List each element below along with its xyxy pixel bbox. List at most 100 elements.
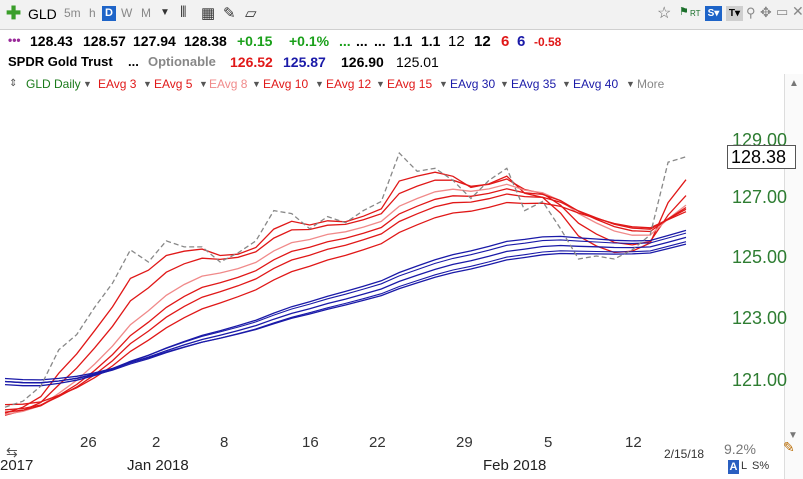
ema-12-line xyxy=(4,193,687,411)
legend-dropdown-icon[interactable]: ▼ xyxy=(315,79,324,89)
close-value: 128.38 xyxy=(184,33,227,49)
value-3: 12 xyxy=(448,33,465,50)
legend-eavg-40[interactable]: EAvg 40 xyxy=(573,77,619,91)
cursor-date: 2/15/18 xyxy=(664,447,705,461)
timeframe-d[interactable]: D xyxy=(102,6,116,21)
legend-dropdown-icon[interactable]: ▼ xyxy=(83,79,92,89)
x-tick-26: 26 xyxy=(80,434,97,451)
low-value: 127.94 xyxy=(133,33,176,49)
timeframe-dropdown-icon[interactable]: ▼ xyxy=(160,7,170,18)
open-value: 128.43 xyxy=(30,33,73,49)
close-icon[interactable]: ✕ xyxy=(792,3,803,19)
scroll-up-icon[interactable]: ▲ xyxy=(789,78,799,89)
timeframe-h[interactable]: h xyxy=(89,6,96,20)
price-scrollbar[interactable]: ▲ ▼ xyxy=(784,74,803,479)
ema-3-line xyxy=(4,171,687,414)
window-icon[interactable]: ▭ xyxy=(776,4,789,19)
value-1: 1.1 xyxy=(393,33,413,49)
grid-icon[interactable]: ▦ xyxy=(201,5,216,22)
value-2: 1.1 xyxy=(421,33,441,49)
change-pct-value: +0.1% xyxy=(289,33,330,49)
zoom-icon[interactable]: ⚲ xyxy=(746,5,756,20)
legend-eavg-12[interactable]: EAvg 12 xyxy=(326,77,372,91)
rt-flag-icon[interactable]: ⚑ xyxy=(679,6,689,18)
ema-extra-38-line xyxy=(4,241,687,384)
x-month-feb-2018: Feb 2018 xyxy=(483,457,547,474)
auto-scale-button[interactable]: A xyxy=(728,460,739,474)
note-icon[interactable]: ▱ xyxy=(245,5,257,22)
legend-eavg-3[interactable]: EAvg 3 xyxy=(98,77,137,91)
info-value-3: 126.90 xyxy=(341,54,384,70)
legend-dropdown-icon[interactable]: ▼ xyxy=(626,79,635,89)
y-tick-123: 123.00 xyxy=(732,308,788,328)
legend-dropdown-icon[interactable]: ▼ xyxy=(199,79,208,89)
draw-pencil-icon[interactable]: ✎ xyxy=(223,5,236,22)
edit-pencil-icon[interactable]: ✎ xyxy=(783,439,795,455)
scale-pct: 9.2% xyxy=(724,441,756,457)
favorite-star-icon[interactable]: ☆ xyxy=(657,5,672,22)
x-month-jan-2018: Jan 2018 xyxy=(127,457,189,474)
timeframe-5m[interactable]: 5m xyxy=(64,6,81,20)
legend-more[interactable]: More xyxy=(637,77,665,91)
x-tick-16: 16 xyxy=(302,434,319,451)
log-scale-button[interactable]: L xyxy=(741,460,748,472)
ema-5-line xyxy=(4,178,687,416)
legend-dropdown-icon[interactable]: ▼ xyxy=(500,79,509,89)
quote-marker-icon: ••• xyxy=(8,33,21,47)
scroll-down-icon[interactable]: ▼ xyxy=(788,430,798,441)
refresh-arrows-icon[interactable]: ⇆ xyxy=(6,444,18,460)
legend-dropdown-icon[interactable]: ▼ xyxy=(376,79,385,89)
legend-eavg-5[interactable]: EAvg 5 xyxy=(154,77,193,91)
y-tick-125: 125.00 xyxy=(732,247,788,267)
dots-3: ... xyxy=(374,33,386,49)
legend-eavg-35[interactable]: EAvg 35 xyxy=(511,77,557,91)
add-symbol-icon[interactable]: ✚ xyxy=(6,3,22,23)
chart-style-icon[interactable]: ⦀ xyxy=(180,4,187,21)
x-month-2017: 2017 xyxy=(0,457,34,474)
timeframe-m[interactable]: M xyxy=(141,6,151,20)
legend-dropdown-icon[interactable]: ▼ xyxy=(562,79,571,89)
x-tick-12: 12 xyxy=(625,434,642,451)
legend-dropdown-icon[interactable]: ▼ xyxy=(252,79,261,89)
chart-toolbar: ✚ GLD 5m h D W M ▼ ⦀ ▦ ✎ ▱ ☆ ⚑ RT S▾ T▾ … xyxy=(0,0,803,30)
legend-eavg-10[interactable]: EAvg 10 xyxy=(263,77,309,91)
legend-dropdown-icon[interactable]: ▼ xyxy=(439,79,448,89)
move-icon[interactable]: ✥ xyxy=(760,4,772,20)
info-value-2: 125.87 xyxy=(283,54,326,70)
security-name: SPDR Gold Trust xyxy=(8,54,113,69)
study-legend: ⇕ GLD Daily ▼ EAvg 3 ▼ EAvg 5 ▼ EAvg 8 ▼… xyxy=(0,74,803,94)
legend-eavg-15[interactable]: EAvg 15 xyxy=(387,77,433,91)
symbol-label[interactable]: GLD xyxy=(28,6,57,22)
dots-2: ... xyxy=(356,33,368,49)
legend-eavg-8[interactable]: EAvg 8 xyxy=(209,77,248,91)
value-5: 6 xyxy=(501,33,510,50)
legend-expand-icon[interactable]: ⇕ xyxy=(9,78,18,89)
value-6: 6 xyxy=(517,33,526,50)
change-value: +0.15 xyxy=(237,33,273,49)
high-value: 128.57 xyxy=(83,33,126,49)
legend-dropdown-icon[interactable]: ▼ xyxy=(143,79,152,89)
info-value-4: 125.01 xyxy=(396,54,439,70)
current-price-box: 128.38 xyxy=(727,145,796,169)
ema-35-line xyxy=(4,236,687,384)
x-tick-5: 5 xyxy=(544,434,553,451)
sync-s-icon[interactable]: S▾ xyxy=(705,6,722,21)
ema-8-line xyxy=(4,183,687,415)
y-tick-127: 127.00 xyxy=(732,187,788,207)
x-tick-29: 29 xyxy=(456,434,473,451)
info-dots: ... xyxy=(128,54,139,69)
optionable-label: Optionable xyxy=(148,54,216,69)
ema-15-line xyxy=(4,201,687,406)
x-tick-22: 22 xyxy=(369,434,386,451)
text-t-icon[interactable]: T▾ xyxy=(726,6,743,21)
x-tick-2: 2 xyxy=(152,434,161,451)
ema-extra-32-line xyxy=(4,232,687,384)
value-4: 12 xyxy=(474,33,491,50)
legend-gld-daily[interactable]: GLD Daily xyxy=(26,77,81,91)
legend-eavg-30[interactable]: EAvg 30 xyxy=(450,77,496,91)
value-7: -0.58 xyxy=(534,35,562,49)
price-chart[interactable] xyxy=(0,96,800,479)
timeframe-w[interactable]: W xyxy=(121,6,133,20)
pct-scale-button[interactable]: S% xyxy=(752,460,770,472)
y-tick-121: 121.00 xyxy=(732,370,788,390)
